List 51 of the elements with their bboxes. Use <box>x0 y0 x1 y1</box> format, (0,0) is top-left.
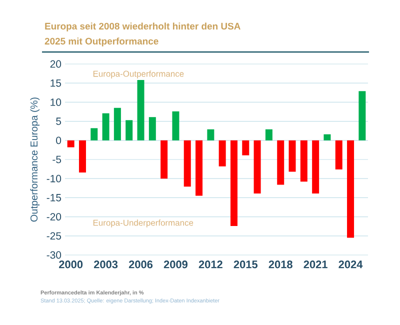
bar <box>277 140 284 185</box>
bar <box>137 80 144 140</box>
bar <box>148 117 156 140</box>
bar <box>67 140 74 148</box>
bar <box>218 140 226 166</box>
bar <box>102 113 110 140</box>
bar <box>78 140 86 172</box>
x-tick-label: 2021 <box>304 260 328 268</box>
x-tick-label: 2012 <box>198 260 222 268</box>
bar <box>230 140 238 226</box>
y-tick-label: -15 <box>46 194 62 202</box>
x-tick-label: 2024 <box>338 260 363 268</box>
y-tick-label: -30 <box>46 251 62 259</box>
bar <box>90 128 98 140</box>
bar <box>114 108 121 140</box>
y-tick-label: -5 <box>52 156 62 164</box>
y-tick-label: 0 <box>56 136 62 144</box>
bar <box>300 140 308 182</box>
y-tick-label: 10 <box>50 98 62 106</box>
bar <box>126 120 133 140</box>
chart-subtitle: 2025 mit Outperformance <box>44 38 158 46</box>
bar <box>288 140 296 172</box>
y-tick-label: 15 <box>50 79 62 87</box>
y-tick-label: -10 <box>46 174 62 182</box>
bar <box>254 140 261 194</box>
y-tick-label: 20 <box>50 60 62 68</box>
bar <box>312 140 320 194</box>
x-tick-label: 2003 <box>94 260 118 268</box>
bar <box>242 140 250 156</box>
y-tick-label: 5 <box>56 118 62 125</box>
annotation: Europa-Underperformance <box>93 220 194 228</box>
bar <box>172 111 180 140</box>
x-tick-label: 2009 <box>164 260 188 268</box>
bar <box>265 129 272 140</box>
chart-title: Europa seit 2008 wiederholt hinter den USA <box>45 22 240 32</box>
bar <box>207 129 214 140</box>
x-tick-label: 2006 <box>128 260 153 268</box>
bar <box>196 140 203 196</box>
y-tick-label: -20 <box>46 213 62 221</box>
y-tick-label: -25 <box>46 232 62 240</box>
annotation: Europa-Outperformance <box>93 70 184 78</box>
x-tick-label: 2000 <box>59 260 83 268</box>
x-tick-label: 2015 <box>234 260 258 268</box>
bar <box>160 140 168 179</box>
y-axis-title: Outperformance Europa (%) <box>30 98 40 222</box>
bar <box>184 140 191 187</box>
bar <box>324 134 331 140</box>
x-tick-label: 2018 <box>268 260 292 268</box>
bar <box>358 91 366 140</box>
bar <box>347 140 354 238</box>
bar <box>335 140 342 170</box>
